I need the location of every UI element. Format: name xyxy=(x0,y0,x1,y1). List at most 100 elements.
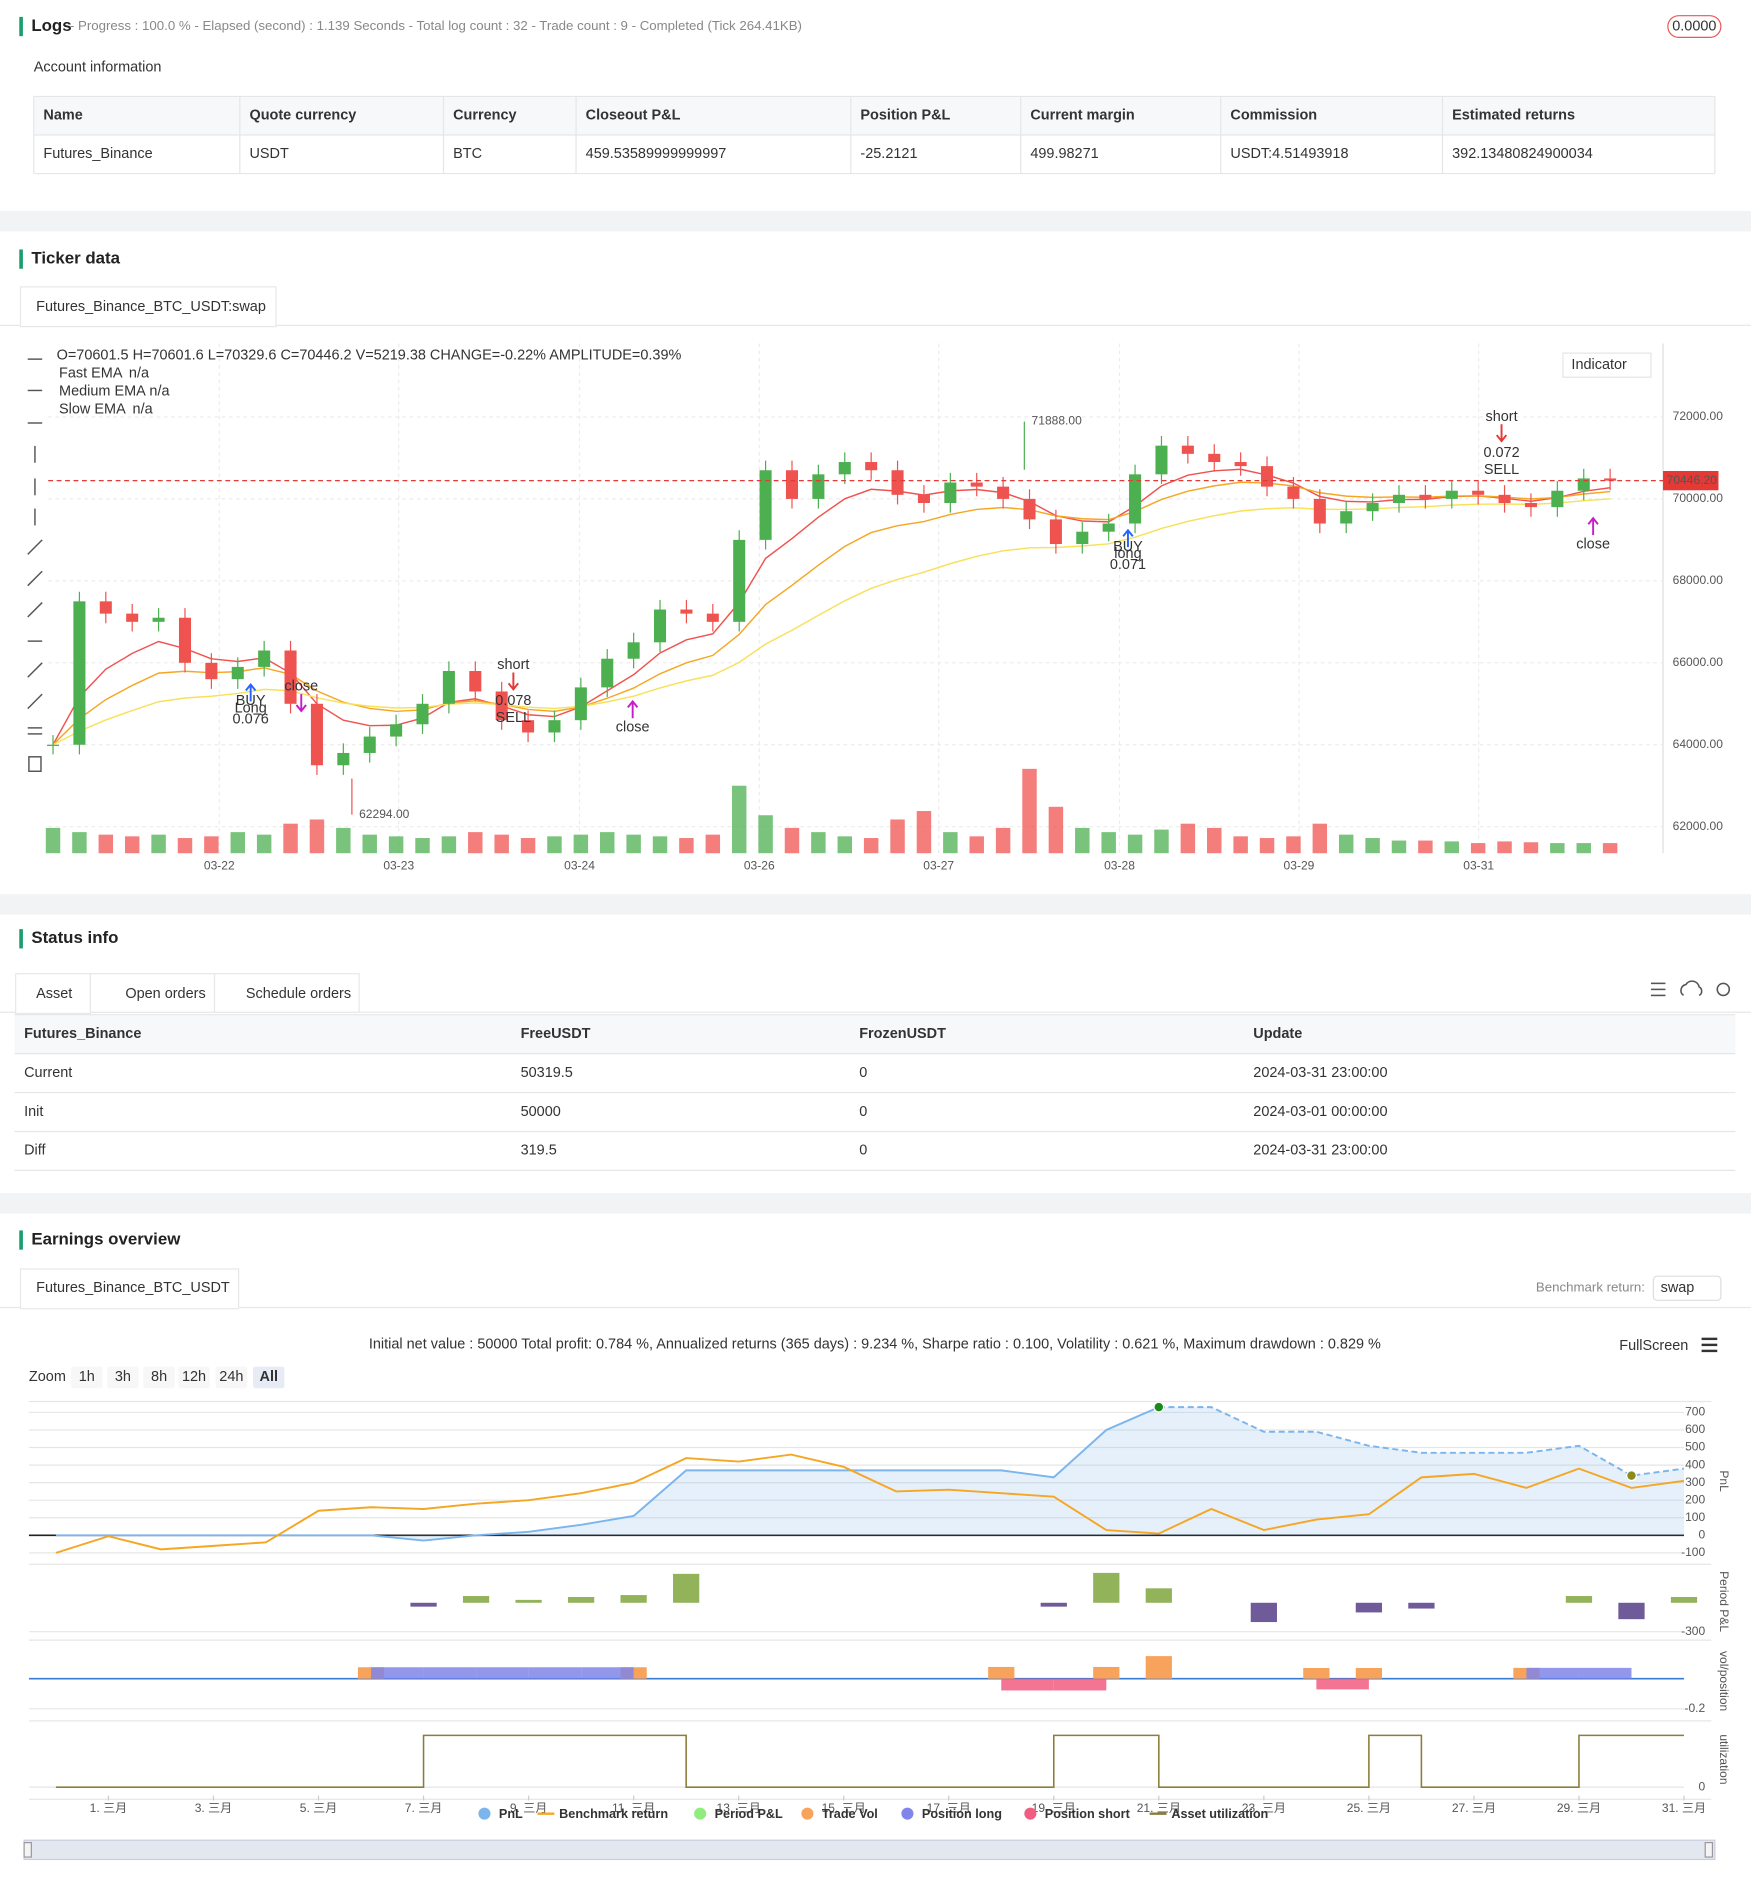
volume-bar xyxy=(811,832,826,854)
legend-symbol xyxy=(901,1807,914,1820)
volume-bar xyxy=(1286,836,1301,854)
candle-body xyxy=(73,601,86,745)
candle-body xyxy=(865,462,878,471)
y-tick-label: 200 xyxy=(1685,1492,1705,1506)
zoom-button[interactable] xyxy=(215,1366,248,1389)
tab-label: Asset xyxy=(36,986,72,1002)
position-bar xyxy=(528,1667,582,1679)
legend-label: Fast EMA xyxy=(59,365,123,381)
zoom-button[interactable] xyxy=(143,1366,175,1389)
x-tick-label: 5. 三月 xyxy=(300,1801,337,1815)
volume-bar xyxy=(520,838,536,854)
navigator[interactable] xyxy=(23,1839,1716,1861)
section-title: Status info xyxy=(31,928,118,947)
volume-bar xyxy=(1418,840,1433,854)
navigator-handle[interactable] xyxy=(1704,1841,1714,1858)
position-bar xyxy=(581,1667,634,1679)
volume-bar xyxy=(415,838,430,854)
zoom-option: 3h xyxy=(115,1369,131,1385)
trade-label: 0.076 xyxy=(233,711,269,727)
section-title: Logs xyxy=(31,16,71,35)
trade-label: BUY xyxy=(236,693,266,709)
candle-body xyxy=(416,703,429,725)
trade-label: close xyxy=(1576,537,1610,553)
volume-bar xyxy=(784,827,800,854)
candle-body xyxy=(944,482,957,504)
position-bar xyxy=(1316,1678,1369,1690)
candle-body xyxy=(1049,519,1062,544)
badge-text: 0.0000 xyxy=(1672,18,1716,34)
trade-arrow xyxy=(1587,516,1599,536)
y-tick-label: 700 xyxy=(1685,1405,1705,1419)
tab[interactable] xyxy=(19,1268,240,1310)
volume-bar xyxy=(1470,843,1486,854)
zoom-button[interactable] xyxy=(107,1366,139,1389)
menu-icon[interactable] xyxy=(1701,1337,1718,1353)
trade-label: short xyxy=(497,657,529,673)
separator xyxy=(0,894,1751,915)
candle-body xyxy=(1498,494,1511,504)
legend-label[interactable]: Trade Vol xyxy=(822,1807,878,1821)
y-tick-label: 0 xyxy=(1699,1779,1706,1793)
table-header: Position P&L xyxy=(860,108,950,124)
separator xyxy=(0,1193,1751,1214)
candle-body xyxy=(654,609,667,643)
candle-body xyxy=(812,474,825,499)
x-tick-label: 31. 三月 xyxy=(1662,1801,1706,1815)
table-cell: -25.2121 xyxy=(860,146,917,162)
indicator-button[interactable] xyxy=(1562,352,1652,378)
bar xyxy=(620,1595,647,1603)
zoom-button[interactable] xyxy=(253,1366,285,1389)
candle-body xyxy=(1472,490,1485,495)
candle-body xyxy=(1313,498,1326,524)
bar xyxy=(1093,1572,1120,1603)
volume-bar xyxy=(1180,823,1196,854)
bar xyxy=(410,1602,437,1607)
volume-bar xyxy=(468,832,483,854)
tab[interactable] xyxy=(213,973,360,1013)
trade-label: 0.078 xyxy=(495,693,531,709)
ohlc-label: O=70601.5 H=70601.6 L=70329.6 C=70446.2 … xyxy=(57,347,682,363)
tab[interactable] xyxy=(15,973,91,1015)
position-bar xyxy=(476,1667,529,1679)
zoom-button[interactable] xyxy=(71,1366,103,1389)
legend-label[interactable]: PnL xyxy=(499,1807,523,1821)
position-bar xyxy=(371,1667,424,1679)
volume-bar xyxy=(494,834,509,854)
legend-label[interactable]: Benchmark return xyxy=(559,1807,668,1821)
candle-body xyxy=(46,744,60,746)
legend-label[interactable]: Position long xyxy=(922,1807,1002,1821)
volume-bar xyxy=(1365,838,1380,854)
volume-bar xyxy=(705,834,721,854)
table-cell: Diff xyxy=(24,1143,46,1159)
candle-body xyxy=(1340,511,1353,524)
bar xyxy=(1303,1668,1330,1679)
tab-label: Futures_Binance_BTC_USDT xyxy=(36,1280,230,1296)
candle-body xyxy=(997,486,1010,499)
x-tick-label: 11. 三月 xyxy=(612,1801,655,1815)
volume-bar xyxy=(573,834,589,854)
y-tick-label: 70000.00 xyxy=(1673,491,1724,505)
select[interactable] xyxy=(1652,1275,1722,1301)
navigator-handle[interactable] xyxy=(23,1841,32,1858)
table-cell: 0 xyxy=(859,1065,867,1081)
bar xyxy=(1093,1666,1120,1679)
legend-label[interactable]: Period P&L xyxy=(715,1807,783,1821)
legend-label[interactable]: Position short xyxy=(1045,1807,1131,1821)
y-tick-label: 66000.00 xyxy=(1673,655,1724,669)
legend-label[interactable]: Asset utilization xyxy=(1171,1807,1268,1821)
bar xyxy=(462,1596,490,1603)
x-tick-label: 7. 三月 xyxy=(405,1801,443,1815)
toolbar-icons[interactable] xyxy=(1650,980,1731,997)
volume-bar xyxy=(98,834,114,854)
table-header-bg xyxy=(33,96,1715,135)
table-header-bg xyxy=(14,1014,1736,1054)
x-tick-label: 03-29 xyxy=(1284,859,1315,873)
candle-body xyxy=(548,720,561,733)
tab[interactable] xyxy=(19,286,277,328)
volume-bar xyxy=(652,836,668,854)
ema-line xyxy=(52,468,1611,746)
zoom-button[interactable] xyxy=(178,1366,210,1389)
legend-label: Slow EMA xyxy=(59,402,126,418)
